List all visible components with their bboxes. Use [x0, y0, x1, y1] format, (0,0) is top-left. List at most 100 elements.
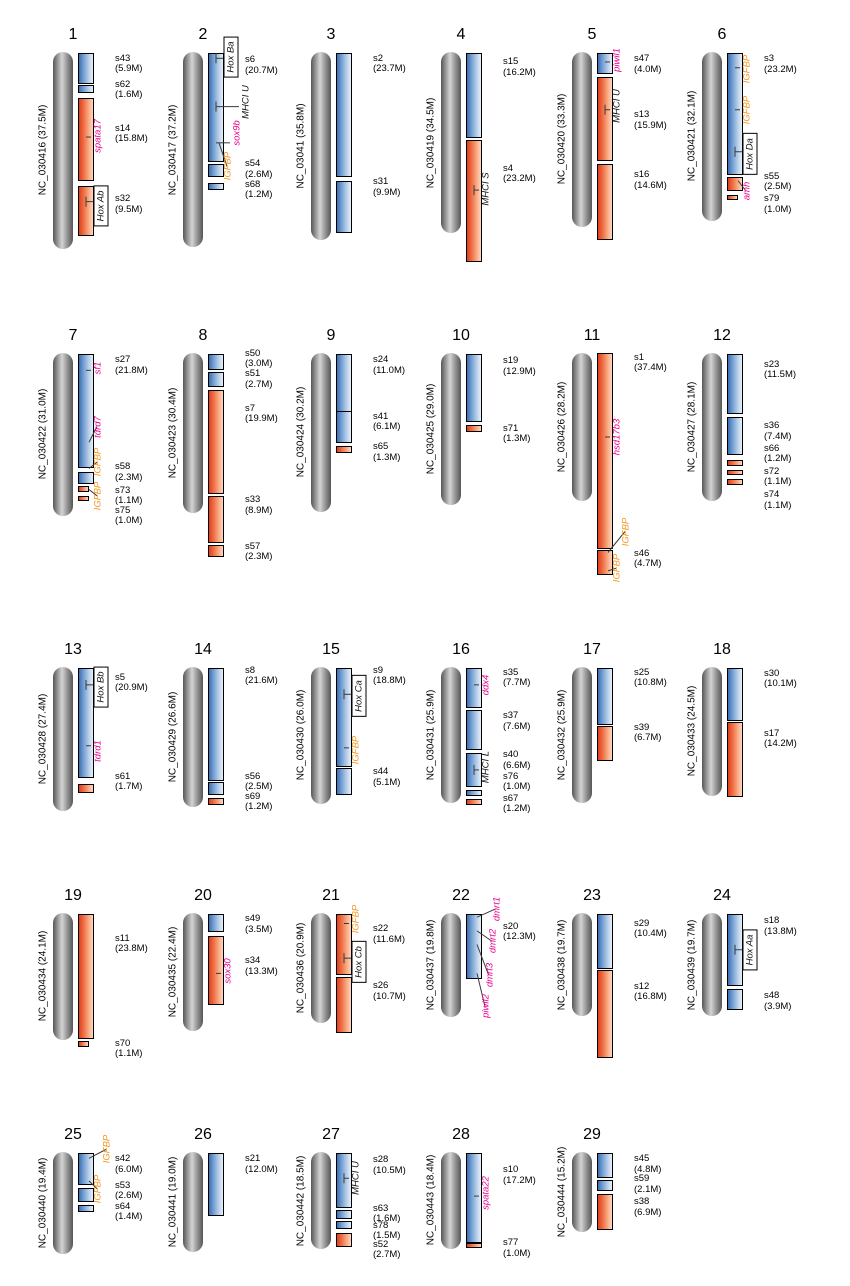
chromosome-capsule: [311, 353, 331, 512]
chromosome-number: 21: [322, 887, 340, 904]
scaffold-id: s4: [503, 162, 514, 174]
scaffold-size: (12.9M): [503, 365, 536, 377]
chromosome-number: 18: [713, 641, 731, 658]
scaffold-block-s41: [336, 411, 352, 444]
scaffold-size: (9.9M): [373, 186, 401, 198]
scaffold-label-s22: s22 (11.6M): [373, 923, 405, 945]
gene-label-tdrd7: tdrd7: [92, 415, 104, 438]
scaffold-id: s72: [764, 465, 780, 477]
accession-label: NC_030439 (19.7M): [686, 919, 698, 1011]
chromosome-number: 3: [326, 26, 336, 43]
scaffold-size: (20.9M): [115, 682, 148, 694]
chromosome-number: 14: [194, 641, 212, 658]
chromosome-capsule: [311, 913, 331, 1023]
scaffold-block-s77: [466, 1242, 482, 1249]
scaffold-id: s33: [245, 494, 261, 506]
scaffold-id: s35: [503, 666, 519, 678]
scaffold-size: (23.7M): [373, 63, 406, 75]
scaffold-size: (10.8M): [634, 677, 667, 688]
scaffold-size: (1.2M): [245, 189, 273, 201]
chromosome-capsule: [702, 913, 722, 1017]
scaffold-size: (1.0M): [115, 515, 143, 527]
scaffold-block-s43: [78, 53, 94, 85]
scaffold-block-s57: [208, 545, 224, 558]
scaffold-block-s70: [78, 1041, 89, 1047]
scaffold-label-s73: s73 (1.1M): [115, 485, 142, 507]
scaffold-label-s67: s67 (1.2M): [503, 793, 530, 815]
scaffold-block-s68: [208, 183, 224, 190]
accession-label: NC_030417 (37.2M): [167, 104, 179, 195]
scaffold-size: (21.8M): [115, 364, 148, 376]
scaffold-size: (15.9M): [634, 119, 667, 131]
accession-label: NC_030428 (27.4M): [37, 693, 49, 785]
gene-label-igfbp: IGFBP: [92, 1174, 104, 1204]
chromosome-capsule: [183, 52, 203, 248]
scaffold-size: (2.3M): [115, 471, 143, 483]
chromosome-number: 28: [452, 1126, 470, 1143]
scaffold-size: (21.6M): [245, 675, 278, 687]
scaffold-label-s71: s71 (1.3M): [503, 423, 530, 445]
gene-label-piwil1: piwil1: [611, 47, 623, 72]
gene-label-sox30: sox30: [222, 958, 234, 984]
scaffold-id: s2: [373, 52, 384, 64]
hox-box-label-hox-ba: Hox Ba: [223, 36, 239, 78]
scaffold-label-s38: s38 (6.9M): [634, 1197, 661, 1218]
scaffold-id: s74: [764, 489, 780, 500]
scaffold-label-s75: s75 (1.0M): [115, 505, 143, 527]
scaffold-id: s27: [115, 354, 131, 366]
scaffold-label-s31: s31 (9.9M): [373, 177, 400, 198]
scaffold-block-s5: [78, 668, 94, 778]
scaffold-label-s79: s79 (1.0M): [764, 194, 791, 215]
scaffold-label-s66: s66 (1.2M): [764, 443, 791, 465]
scaffold-id: s32: [115, 193, 131, 205]
scaffold-size: (2.5M): [245, 781, 273, 793]
scaffold-id: s57: [245, 540, 261, 552]
gene-label-ddx4: ddx4: [480, 674, 492, 696]
scaffold-label-s15: s15 (16.2M): [503, 57, 536, 78]
scaffold-label-s78: s78 (1.5M): [373, 1220, 400, 1242]
scaffold-block-s29: [597, 914, 613, 969]
scaffold-block-s34: [208, 935, 224, 1006]
chromosome-number: 9: [326, 327, 336, 344]
scaffold-block-s31: [336, 180, 352, 233]
chromosome-capsule: [702, 353, 722, 501]
gene-label-spata17: spata17: [92, 119, 104, 153]
scaffold-label-s19: s19 (12.9M): [503, 356, 536, 377]
hox-box-label-hox-ab: Hox Ab: [93, 185, 109, 227]
scaffold-size: (12.3M): [503, 931, 536, 943]
scaffold-size: (4.0M): [634, 63, 662, 75]
scaffold-label-s16: s16 (14.6M): [634, 170, 667, 191]
scaffold-block-s56: [208, 781, 224, 796]
scaffold-label-s53: s53 (2.6M): [115, 1180, 142, 1202]
scaffold-block-s59: [597, 1180, 613, 1192]
gene-label-mhci-l: MHCI L: [480, 750, 492, 783]
accession-label: NC_030437 (19.8M): [425, 919, 437, 1011]
hox-box-label-hox-bb: Hox Bb: [93, 666, 109, 708]
gene-label-igfbp: IGFBP: [92, 447, 104, 477]
scaffold-id: s63: [373, 1202, 389, 1214]
scaffold-id: s55: [764, 170, 780, 182]
chromosome-number: 27: [322, 1126, 340, 1143]
scaffold-block-s51: [208, 372, 224, 387]
scaffold-size: (14.6M): [634, 179, 667, 191]
scaffold-block-s45: [597, 1153, 613, 1179]
accession-label: NC_03041 (35.8M): [295, 103, 307, 189]
scaffold-label-s58: s58 (2.3M): [115, 462, 142, 483]
chromosome-number: 1: [68, 26, 78, 43]
scaffold-block-s25: [597, 668, 613, 725]
scaffold-label-s68: s68 (1.2M): [245, 179, 273, 201]
scaffold-label-s26: s26 (10.7M): [373, 981, 406, 1002]
scaffold-label-s42: s42 (6.0M): [115, 1154, 142, 1175]
chromosome-number: 24: [713, 887, 731, 904]
scaffold-block-s65: [336, 446, 352, 454]
scaffold-size: (10.1M): [764, 678, 797, 690]
gene-label-dmrt2: dmrt2: [487, 929, 499, 954]
scaffold-label-s44: s44 (5.1M): [373, 767, 400, 788]
scaffold-id: s64: [115, 1200, 131, 1212]
scaffold-size: (13.3M): [245, 965, 278, 977]
scaffold-size: (6.9M): [634, 1206, 662, 1218]
scaffold-label-s10: s10 (17.2M): [503, 1165, 536, 1186]
scaffold-id: s50: [245, 347, 261, 359]
scaffold-size: (14.2M): [764, 738, 797, 750]
